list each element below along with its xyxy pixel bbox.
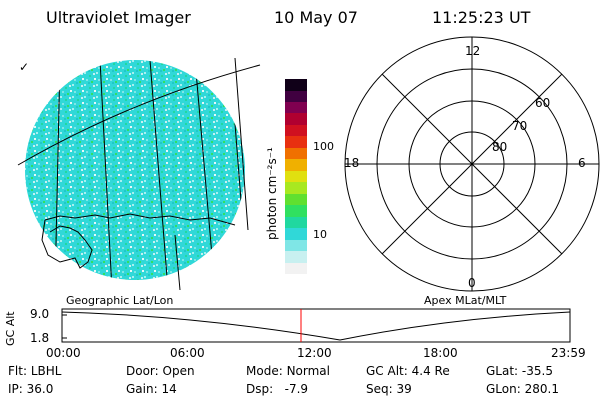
- xtick-2359: 23:59: [551, 346, 586, 360]
- xtick-1800: 18:00: [423, 346, 458, 360]
- xtick-1200: 12:00: [297, 346, 332, 360]
- colorbar-swatch: [285, 205, 307, 217]
- colorbar-swatch: [285, 147, 307, 160]
- polar-plot: [344, 36, 600, 292]
- status-gc-alt: GC Alt: 4.4 Re: [366, 364, 450, 378]
- mlt-label-12: 12: [465, 44, 481, 58]
- altitude-ylabel: GC Alt: [4, 311, 17, 346]
- colorbar-swatch: [285, 216, 307, 229]
- mlt-label-0: 0: [468, 276, 476, 290]
- colorbar-swatch: [285, 239, 307, 252]
- colorbar-swatch: [285, 251, 307, 263]
- status-ip: IP: 36.0: [8, 382, 54, 396]
- tick-mark: ✓: [19, 60, 30, 74]
- colorbar-swatch: [285, 159, 307, 171]
- lat-label-60: 60: [535, 96, 551, 110]
- altitude-ytick-1.8: 1.8: [30, 331, 50, 345]
- colorbar-tick-10: 10: [313, 228, 327, 241]
- colorbar-tick-100: 100: [313, 140, 334, 153]
- colorbar-swatch: [285, 228, 307, 240]
- colorbar-unit-label: photon cm⁻²s⁻¹: [265, 147, 279, 240]
- colorbar-swatch: [285, 113, 307, 125]
- apex-label: Apex MLat/MLT: [424, 294, 507, 307]
- colorbar-swatch: [285, 124, 307, 137]
- mlt-label-18: 18: [344, 156, 360, 170]
- status-glat: GLat: -35.5: [486, 364, 553, 378]
- geographic-grid: [17, 57, 261, 291]
- status-seq: Seq: 39: [366, 382, 412, 396]
- status-flt: Flt: LBHL: [8, 364, 62, 378]
- colorbar-swatch: [285, 170, 307, 183]
- instrument-title: Ultraviolet Imager: [46, 8, 191, 27]
- colorbar-swatch: [285, 262, 307, 274]
- colorbar-swatch: [285, 182, 307, 194]
- altitude-ytick-9: 9.0: [30, 307, 50, 321]
- status-dsp: Dsp: -7.9: [246, 382, 309, 396]
- altitude-plot: [61, 308, 571, 343]
- xtick-0000: 00:00: [46, 346, 81, 360]
- colorbar-swatch: [285, 136, 307, 148]
- xtick-0600: 06:00: [170, 346, 205, 360]
- colorbar-swatch: [285, 90, 307, 102]
- colorbar-swatch: [285, 79, 307, 91]
- date-label: 10 May 07: [274, 8, 358, 27]
- lat-label-70: 70: [512, 119, 528, 133]
- colorbar-swatch: [285, 193, 307, 206]
- status-mode: Mode: Normal: [246, 364, 330, 378]
- geographic-label: Geographic Lat/Lon: [66, 294, 174, 307]
- status-glon: GLon: 280.1: [486, 382, 559, 396]
- imager-disk: [25, 60, 245, 280]
- status-door: Door: Open: [126, 364, 195, 378]
- status-gain: Gain: 14: [126, 382, 177, 396]
- colorbar: [285, 79, 307, 274]
- time-label: 11:25:23 UT: [432, 8, 531, 27]
- colorbar-swatch: [285, 101, 307, 114]
- mlt-label-6: 6: [578, 156, 586, 170]
- lat-label-80: 80: [492, 140, 508, 154]
